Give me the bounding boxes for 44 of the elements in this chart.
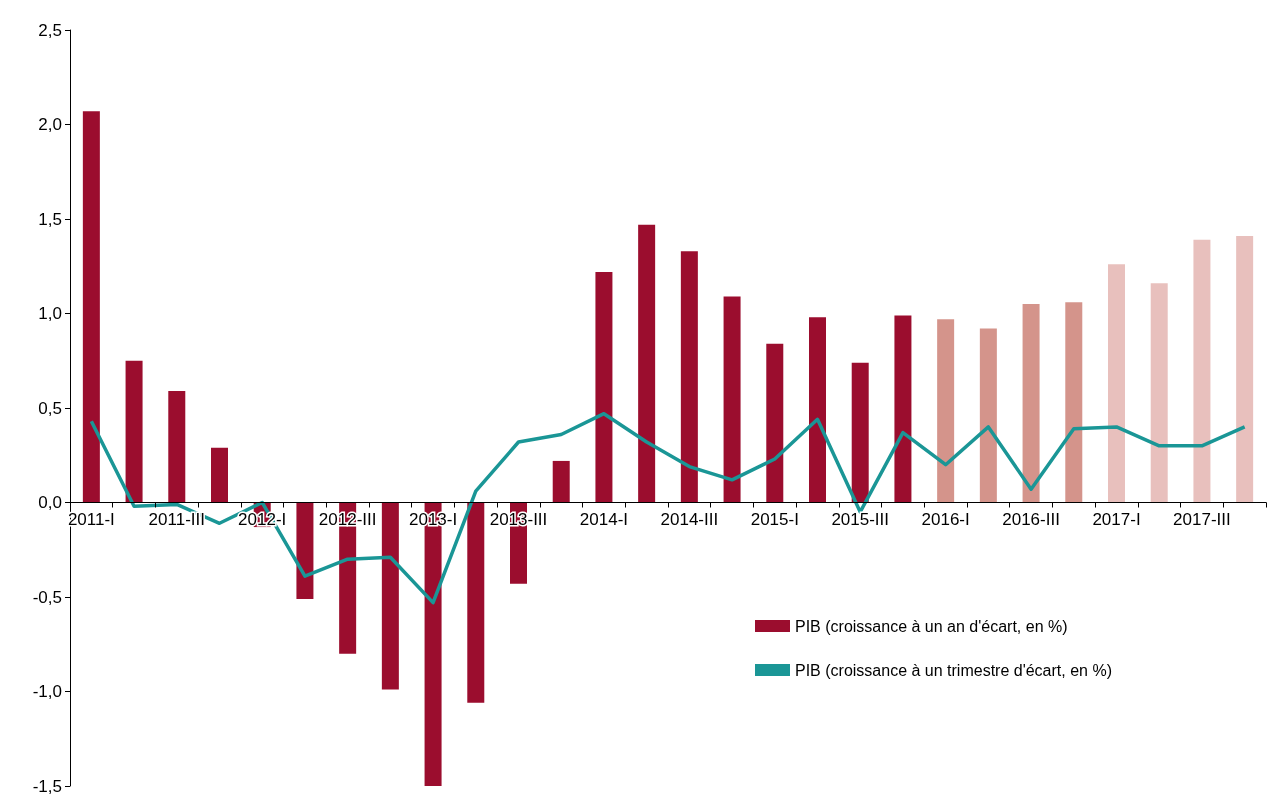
- x-tick-label: 2014-I: [579, 509, 629, 529]
- bar: [766, 343, 784, 503]
- bar: [552, 460, 570, 503]
- y-tick-label: -1,5: [32, 776, 62, 796]
- bar: [937, 319, 955, 503]
- bar: [82, 111, 100, 503]
- bar: [979, 328, 997, 503]
- y-tick-label: -1,0: [32, 682, 62, 701]
- x-tick-label: 2016-III: [1002, 509, 1060, 529]
- bar: [723, 296, 741, 503]
- x-tick-label: 2017-III: [1173, 509, 1231, 529]
- bar: [1022, 304, 1040, 503]
- bar: [1150, 283, 1168, 503]
- legend-label: PIB (croissance à un an d'écart, en %): [795, 617, 1068, 635]
- y-tick-label: 2,0: [38, 115, 62, 134]
- bar: [1193, 239, 1211, 503]
- bar: [851, 362, 869, 503]
- x-tick-label: 2016-I: [921, 509, 970, 529]
- y-tick-label: 1,0: [38, 304, 62, 323]
- bar: [381, 502, 399, 690]
- x-tick-label: 2015-III: [831, 509, 890, 529]
- bar: [894, 315, 912, 503]
- y-tick-label: -0,5: [32, 587, 62, 607]
- y-tick-label: 2,5: [38, 20, 62, 40]
- y-tick-label: 0,5: [38, 398, 62, 418]
- bar: [680, 251, 698, 503]
- bar: [1108, 264, 1125, 503]
- y-tick-label: 1,5: [38, 209, 62, 229]
- x-tick-label: 2017-I: [1092, 509, 1141, 529]
- bar: [296, 502, 314, 599]
- bar: [1065, 302, 1083, 503]
- x-tick-label: 2015-I: [750, 509, 799, 529]
- x-tick-label: 2011-III: [148, 509, 205, 529]
- bar: [211, 447, 228, 503]
- bar: [638, 224, 656, 503]
- bar: [467, 502, 485, 703]
- legend-label: PIB (croissance à un trimestre d'écart, en %): [795, 661, 1112, 679]
- bar: [1236, 236, 1254, 503]
- y-tick-label: 0,0: [38, 493, 62, 512]
- bar: [168, 390, 186, 503]
- bar: [595, 271, 613, 503]
- bar: [125, 360, 143, 503]
- bar: [809, 317, 826, 503]
- x-tick-label: 2014-III: [660, 509, 719, 529]
